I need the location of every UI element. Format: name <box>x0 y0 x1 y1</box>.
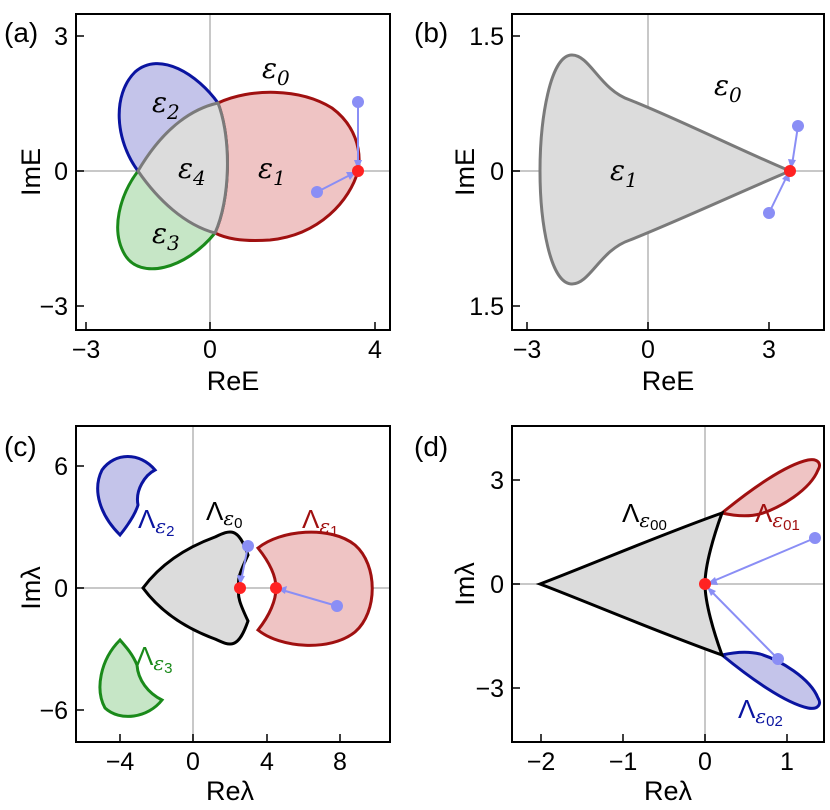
a-xlabel: ReE <box>207 366 260 396</box>
panel-d: (d) Λε00 Λε01 Λε02 −2 −1 0 1 3 0 −3 R <box>414 425 825 806</box>
label-e4: ε4 <box>178 152 206 190</box>
region-lambda-e01 <box>718 458 822 518</box>
a-ylabel: ImE <box>16 148 46 196</box>
arrow-c-1-head <box>237 575 245 585</box>
label-e2: ε2 <box>152 86 180 124</box>
c-ytick-2: −6 <box>39 697 68 725</box>
arrow-d-2 <box>708 588 779 660</box>
b-ytick-0: 1.5 <box>469 23 504 51</box>
panel-d-label: (d) <box>414 431 448 462</box>
b-xlabel: ReE <box>642 366 695 396</box>
panel-c: (c) Λε2 Λε0 Λε1 Λε3 −4 0 4 8 6 <box>4 425 391 806</box>
d-ylabel: Imλ <box>450 562 480 606</box>
b-xtick-0: −3 <box>513 336 542 364</box>
region-lambda-e3 <box>98 637 165 718</box>
exceptional-point-d <box>699 578 711 590</box>
exceptional-point-c-2 <box>270 582 282 594</box>
point-a-2 <box>311 186 323 198</box>
d-ytick-2: −3 <box>475 675 504 703</box>
a-ytick-2: −3 <box>39 293 68 321</box>
c-xtick-1: 0 <box>186 748 200 776</box>
panel-b: (b) ε0 ε1 −3 0 3 1.5 0 1.5 ReE ImE <box>414 13 825 396</box>
panel-b-label: (b) <box>414 17 448 48</box>
d-xlabel: Reλ <box>644 776 693 806</box>
exceptional-point-c-1 <box>234 582 246 594</box>
d-xtick-2: 0 <box>698 748 712 776</box>
label-lambda-e00: Λε00 <box>622 498 667 534</box>
c-xlabel: Reλ <box>206 776 255 806</box>
b-xtick-2: 3 <box>762 336 776 364</box>
c-xtick-3: 8 <box>333 748 347 776</box>
point-c-1 <box>242 540 254 552</box>
region-lambda-e2 <box>96 455 158 538</box>
region-e1-drop <box>538 53 794 286</box>
point-c-2 <box>331 600 343 612</box>
d-xtick-3: 1 <box>780 748 794 776</box>
label-lambda-e1: Λε1 <box>302 504 338 540</box>
exceptional-point-a <box>352 165 364 177</box>
c-ytick-1: 0 <box>54 575 68 603</box>
region-e1-loop <box>213 90 361 242</box>
region-e2-loop <box>117 62 221 174</box>
arrow-b-2 <box>768 175 788 214</box>
a-xtick-0: −3 <box>72 336 101 364</box>
label-e0: ε0 <box>262 52 290 90</box>
region-e4-center <box>136 101 229 235</box>
c-ylabel: Imλ <box>16 566 46 610</box>
label-lambda-e2: Λε2 <box>138 504 174 540</box>
d-xtick-0: −2 <box>527 748 556 776</box>
b-xtick-1: 0 <box>641 336 655 364</box>
c-xtick-2: 4 <box>260 748 274 776</box>
point-a-1 <box>352 96 364 108</box>
point-b-1 <box>792 120 804 132</box>
arrow-c-2 <box>281 589 338 607</box>
region-lambda-e02 <box>718 650 822 710</box>
panel-c-label: (c) <box>4 431 37 462</box>
point-b-2 <box>763 207 775 219</box>
panel-a-frame <box>75 13 391 331</box>
point-d-1 <box>809 532 821 544</box>
panel-a: (a) ε0 ε2 ε4 ε1 ε3 −3 0 4 <box>4 13 391 396</box>
arrow-d-1 <box>710 537 816 583</box>
panel-a-label: (a) <box>4 17 38 48</box>
b-ytick-2: 1.5 <box>469 293 504 321</box>
c-ytick-0: 6 <box>54 453 68 481</box>
arrow-b-1-head <box>788 159 796 169</box>
arrow-d-2-head <box>707 587 716 596</box>
c-xtick-0: −4 <box>106 748 135 776</box>
label-b-e0: ε0 <box>714 69 742 107</box>
label-e1: ε1 <box>258 152 286 190</box>
label-lambda-e02: Λε02 <box>738 694 783 730</box>
label-lambda-e01: Λε01 <box>755 498 800 534</box>
a-ytick-0: 3 <box>54 23 68 51</box>
region-lambda-e0 <box>141 530 250 646</box>
a-ytick-1: 0 <box>54 158 68 186</box>
point-d-2 <box>772 653 784 665</box>
label-e3: ε3 <box>152 217 180 255</box>
label-lambda-e3: Λε3 <box>136 641 172 677</box>
region-lambda-e00 <box>535 510 725 658</box>
d-ytick-1: 0 <box>490 571 504 599</box>
a-xtick-2: 4 <box>368 336 382 364</box>
label-lambda-e0: Λε0 <box>206 496 242 532</box>
d-xtick-1: −1 <box>609 748 638 776</box>
arrow-c-2-head <box>278 586 287 594</box>
arrow-b-1 <box>791 125 799 166</box>
b-ylabel: ImE <box>450 148 480 196</box>
panel-b-frame <box>511 13 825 331</box>
region-e3-loop <box>116 168 218 271</box>
label-b-e1: ε1 <box>610 154 638 192</box>
a-xtick-1: 0 <box>203 336 217 364</box>
d-ytick-0: 3 <box>490 467 504 495</box>
b-ytick-1: 0 <box>490 158 504 186</box>
arrow-a-2 <box>316 173 353 193</box>
exceptional-point-b <box>784 165 796 177</box>
panel-c-frame <box>75 425 391 743</box>
